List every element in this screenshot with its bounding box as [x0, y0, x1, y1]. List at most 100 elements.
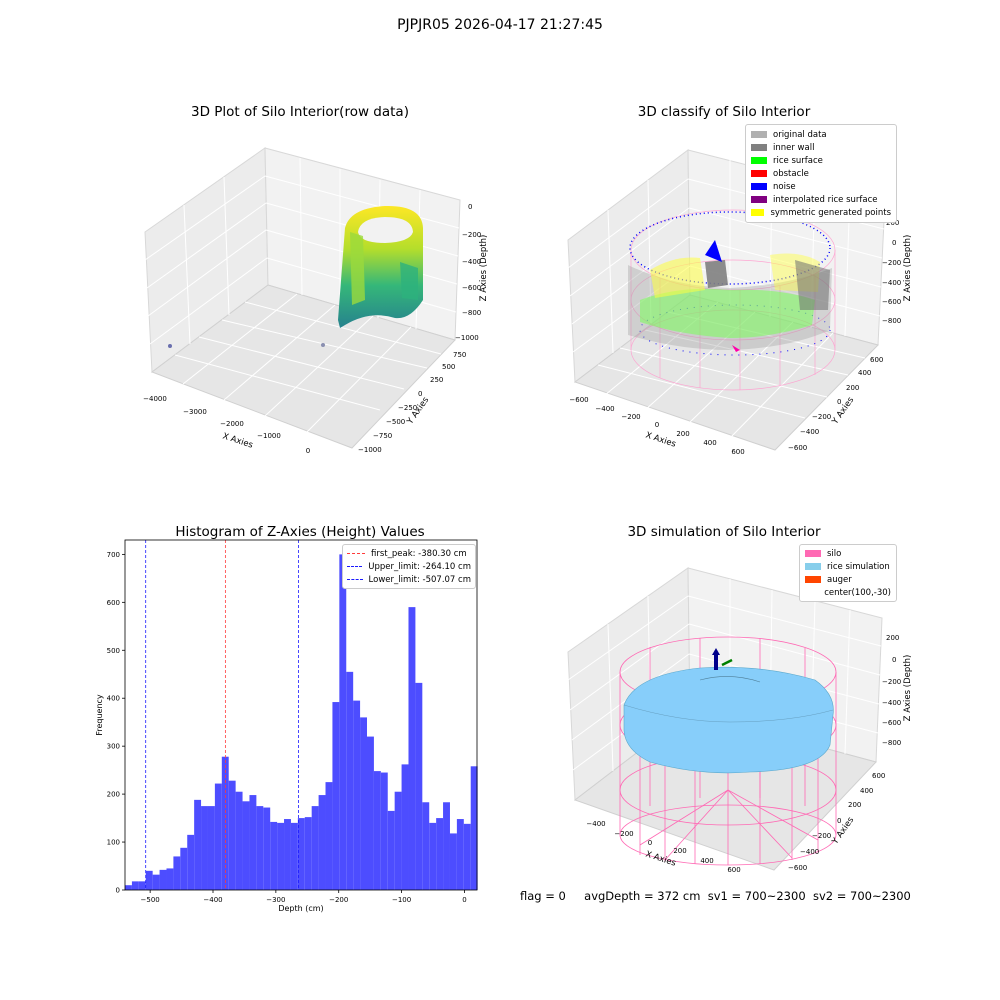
histogram-bar: [249, 795, 257, 890]
legend-item: rice simulation: [805, 560, 891, 573]
histogram-bar: [180, 847, 188, 890]
histogram-bar: [256, 806, 264, 890]
x-tick-label: −500: [141, 896, 160, 904]
x-tick-label: −200: [614, 830, 633, 838]
x-tick-label: 0: [648, 839, 652, 847]
legend-item: silo: [805, 547, 891, 560]
y-tick-label: 0: [418, 390, 422, 398]
x-tick-label: 200: [673, 847, 686, 855]
page-title: PJPJR05 2026-04-17 21:27:45: [397, 17, 603, 33]
histogram-bar: [367, 736, 374, 890]
x-tick-label: −400: [595, 405, 614, 413]
z-axis-label: Z Axies (Depth): [903, 235, 913, 302]
legend-label: original data: [773, 129, 827, 140]
silo-wireframe: [630, 209, 836, 391]
histogram-bar: [284, 819, 291, 890]
histogram-bar: [304, 817, 312, 890]
x-tick-label: 600: [731, 448, 744, 456]
z-tick-labels: 0 −200 −400 −600 −800 −1000: [455, 203, 481, 342]
auger-arrow-icon: [712, 648, 720, 655]
z-tick-label: −600: [882, 298, 901, 306]
y-tick-label: −600: [788, 444, 807, 452]
x-tick-label: 200: [676, 430, 689, 438]
classify-legend: original data inner wall rice surface ob…: [745, 124, 897, 223]
legend-item: Lower_limit: -507.07 cm: [347, 573, 471, 586]
legend-label: rice surface: [773, 155, 823, 166]
histogram-bar: [201, 806, 208, 890]
x-tick-label: −1000: [257, 432, 281, 440]
z-tick-label: −400: [462, 258, 481, 266]
z-tick-labels: 200 0 −200 −400 −600 −800: [882, 219, 901, 325]
histogram-bar: [394, 791, 402, 890]
y-tick-label: 100: [107, 839, 120, 847]
z-axis-label: Z Axies (Depth): [479, 235, 489, 302]
histogram-bar: [443, 802, 450, 890]
legend-label: silo: [827, 548, 842, 559]
histogram-bar: [429, 822, 437, 890]
x-tick-label: −100: [392, 896, 411, 904]
histogram-bar: [159, 869, 167, 890]
y-tick-label: −200: [812, 413, 831, 421]
histogram-bar: [152, 874, 160, 890]
z-tick-label: −200: [882, 259, 901, 267]
histogram-bar: [125, 885, 132, 890]
z-tick-label: −800: [882, 317, 901, 325]
legend-item: obstacle: [751, 167, 891, 180]
x-tick-label: 400: [700, 857, 713, 865]
plot-frame: [124, 539, 478, 891]
sv1-value: sv1 = 700~2300: [707, 889, 806, 903]
y-tick-label: 250: [430, 376, 443, 384]
x-tick-label: −400: [586, 820, 605, 828]
histogram-bar: [401, 764, 409, 890]
y-tick-label: 750: [453, 351, 466, 359]
y-axis-label: Y Axies: [830, 395, 857, 427]
z-tick-label: 0: [892, 656, 896, 664]
legend-label: noise: [773, 181, 796, 192]
sv2-value: sv2 = 700~2300: [812, 889, 911, 903]
histogram-bar: [463, 823, 471, 890]
flag-value: flag = 0: [520, 889, 566, 903]
histogram-bar: [214, 783, 222, 890]
rice-surface-shading: [699, 676, 761, 683]
x-tick-label: −200: [621, 413, 640, 421]
noise-points: [629, 211, 831, 285]
histogram-bar: [187, 834, 195, 890]
x-tick-labels: −600 −400 −200 0 200 400 600: [569, 396, 744, 456]
histogram-bar: [456, 819, 464, 890]
z-tick-label: −400: [882, 699, 901, 707]
y-tick-label: 0: [837, 398, 841, 406]
z-tick-labels: 200 0 −200 −400 −600 −800: [882, 634, 901, 747]
auger-icon: [714, 654, 718, 670]
histogram-bar: [353, 700, 361, 890]
legend-item: center(100,-30): [805, 586, 891, 599]
avg-depth-value: avgDepth = 372 cm: [584, 889, 701, 903]
histogram-bar: [332, 702, 340, 890]
z-tick-label: 200: [886, 634, 899, 642]
histogram-bars: [125, 554, 478, 890]
histogram-bar: [207, 806, 215, 890]
histogram-bar: [339, 554, 347, 890]
legend-item: noise: [751, 180, 891, 193]
y-axis-label: Frequency: [95, 694, 104, 736]
y-tick-label: 200: [848, 801, 861, 809]
y-tick-label: 500: [107, 647, 120, 655]
y-tick-labels: 600 400 200 0 −200 −400 −600: [788, 356, 883, 452]
x-tick-label: −200: [329, 896, 348, 904]
histogram-bar: [387, 810, 395, 890]
x-tick-label: −2000: [220, 420, 244, 428]
histogram-legend: first_peak: -380.30 cm Upper_limit: -264…: [342, 544, 476, 589]
histogram-bar: [311, 806, 319, 890]
histogram-bar: [145, 870, 153, 890]
center-marker: [721, 658, 733, 667]
y-tick-label: 400: [860, 787, 873, 795]
x-tick-label: 0: [655, 421, 659, 429]
legend-label: symmetric generated points: [770, 207, 891, 218]
chart-title: Histogram of Z-Axies (Height) Values: [175, 524, 424, 540]
depth-histogram: Histogram of Z-Axies (Height) Values −50…: [95, 524, 478, 913]
z-tick-label: −600: [882, 719, 901, 727]
x-axis-label: X Axies: [221, 431, 254, 450]
legend-item: symmetric generated points: [751, 206, 891, 219]
y-tick-label: −400: [800, 428, 819, 436]
simulation-legend: silo rice simulation auger center(100,-3…: [799, 544, 897, 602]
x-tick-labels: −400 −200 0 200 400 600: [586, 820, 740, 874]
